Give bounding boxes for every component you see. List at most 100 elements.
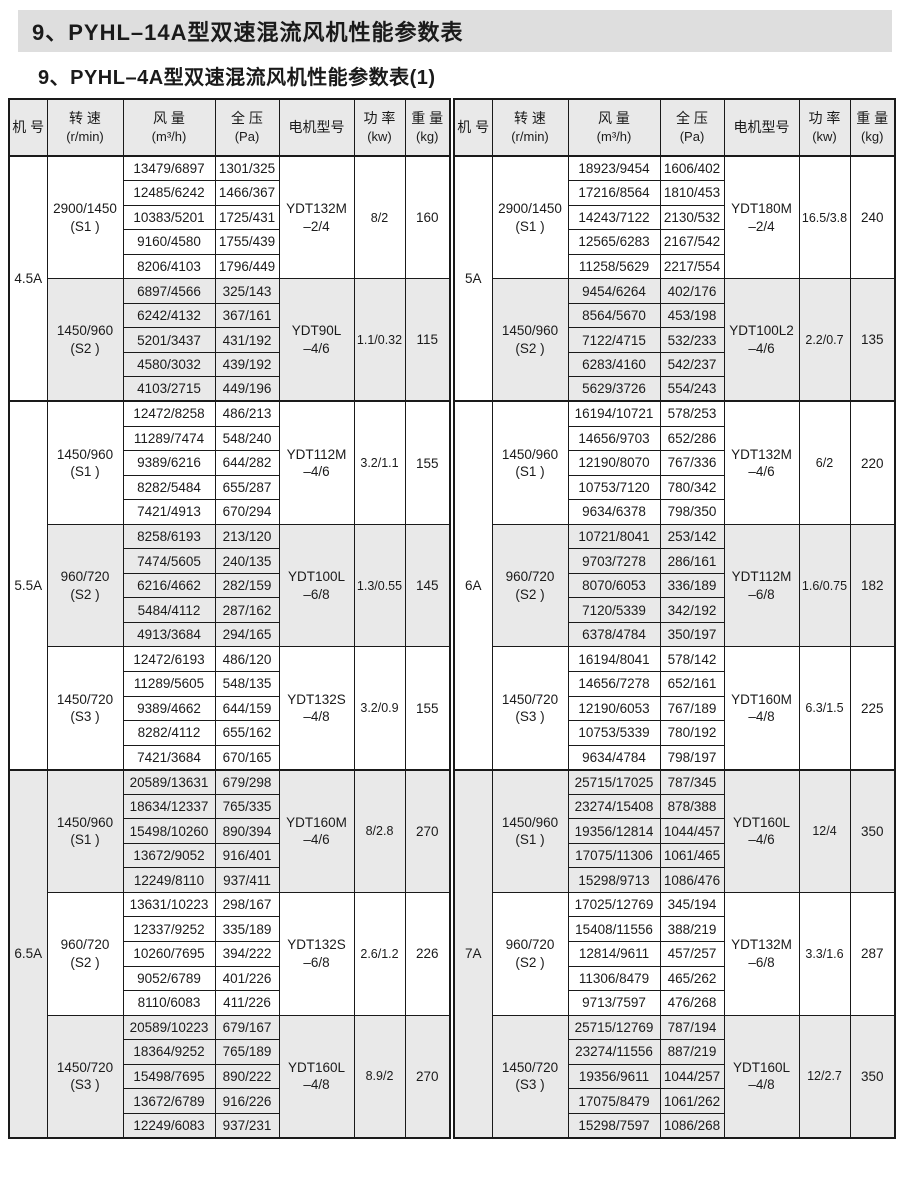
air-flow-cell: 8258/6193: [122, 523, 216, 550]
air-flow-cell: 6378/4784: [567, 621, 661, 648]
motor-model-cell: YDT132M –6/8: [723, 891, 800, 1016]
air-flow-cell: 18923/9454: [567, 155, 661, 182]
data-row: 9160/4580 1755/439: [9, 229, 450, 255]
power-cell: 3.3/1.6: [798, 891, 851, 1016]
col-header-power: 功 率 (kw): [798, 98, 851, 157]
machine-number-cell: 5.5A: [8, 400, 48, 771]
col-header-pressure: 全 压 (Pa): [659, 98, 725, 157]
speed-cell: 1450/960 (S2 ): [46, 278, 124, 402]
motor-model-cell: YDT132M –4/6: [723, 400, 800, 525]
pressure-cell: 679/167: [214, 1014, 280, 1041]
motor-model-cell: YDT160L –4/8: [278, 1014, 355, 1139]
motor-model-cell: YDT132S –4/8: [278, 646, 355, 771]
data-row: 8282/5484 655/287: [9, 474, 450, 501]
motor-model-cell: YDT160L –4/6: [723, 768, 800, 893]
pressure-cell: 457/257: [659, 941, 725, 967]
power-cell: 16.5/3.8: [798, 155, 851, 280]
air-flow-cell: 14656/9703: [567, 425, 661, 452]
speed-cell: 1450/720 (S3 ): [491, 1014, 569, 1139]
pressure-cell: 367/161: [214, 302, 280, 329]
data-row: 4.5A 2900/1450 (S1 ) 13479/6897 1301/325 YDT…: [8, 154, 451, 402]
air-flow-cell: 12190/8070: [567, 450, 661, 476]
pressure-cell: 294/165: [214, 621, 280, 648]
data-row: 6216/4662 282/159: [9, 572, 450, 599]
air-flow-cell: 12337/9252: [122, 916, 216, 942]
air-flow-cell: 10753/7120: [567, 474, 661, 501]
pressure-cell: 787/345: [659, 768, 725, 795]
data-row: 17216/8564 1810/453: [454, 180, 895, 206]
data-row: 7421/3684 670/165: [9, 744, 450, 771]
pressure-cell: 388/219: [659, 916, 725, 942]
air-flow-cell: 17075/11306: [567, 842, 661, 869]
weight-cell: 350: [849, 1014, 896, 1139]
air-flow-cell: 16194/10721: [567, 400, 661, 427]
data-row: 6242/4132 367/161: [9, 302, 450, 329]
pressure-cell: 1466/367: [214, 180, 280, 206]
speed-cell: 1450/960 (S1 ): [46, 768, 124, 893]
data-row: 23274/15408 878/388: [454, 793, 895, 820]
col-header-weight: 重 量 (kg): [849, 98, 896, 157]
air-flow-cell: 8282/4112: [122, 720, 216, 746]
power-cell: 12/4: [798, 768, 851, 893]
power-cell: 2.6/1.2: [353, 891, 406, 1016]
air-flow-cell: 9713/7597: [567, 990, 661, 1016]
air-flow-cell: 5629/3726: [567, 376, 661, 402]
pressure-cell: 887/219: [659, 1039, 725, 1065]
fan-parameters-table-right: 机 号 转 速 (r/min) 风 量 (m³/h) 全 压 (Pa) 电机型号 功 …: [453, 98, 896, 1139]
power-cell: 1.6/0.75: [798, 523, 851, 648]
col-header-weight: 重 量 (kg): [404, 98, 451, 157]
air-flow-cell: 5201/3437: [122, 327, 216, 353]
air-flow-cell: 8070/6053: [567, 572, 661, 599]
air-flow-cell: 23274/15408: [567, 793, 661, 820]
pressure-cell: 2217/554: [659, 253, 725, 280]
speed-cell: 960/720 (S2 ): [491, 523, 569, 648]
data-row: 1450/960 (S2 ) 6897/4566 325/143 YDT90L –4/…: [9, 278, 451, 402]
air-flow-cell: 17075/8479: [567, 1088, 661, 1114]
pressure-cell: 916/401: [214, 842, 280, 869]
data-row: 960/720 (S2 ) 8258/6193 213/120 YDT100L –6/…: [9, 523, 451, 648]
data-row: 13672/6789 916/226: [9, 1088, 450, 1114]
air-flow-cell: 20589/10223: [122, 1014, 216, 1041]
air-flow-cell: 8282/5484: [122, 474, 216, 501]
data-row: 4580/3032 439/192: [9, 351, 450, 378]
air-flow-cell: 11289/5605: [122, 670, 216, 697]
air-flow-cell: 17216/8564: [567, 180, 661, 206]
air-flow-cell: 9634/6378: [567, 499, 661, 525]
weight-cell: 225: [849, 646, 896, 771]
col-header-power: 功 率 (kw): [353, 98, 406, 157]
weight-cell: 270: [404, 1014, 451, 1139]
air-flow-cell: 10383/5201: [122, 204, 216, 231]
pressure-cell: 213/120: [214, 523, 280, 550]
pressure-cell: 554/243: [659, 376, 725, 402]
weight-cell: 145: [404, 523, 451, 648]
data-row: 12565/6283 2167/542: [454, 229, 895, 255]
pressure-cell: 449/196: [214, 376, 280, 402]
pressure-cell: 916/226: [214, 1088, 280, 1114]
air-flow-cell: 15408/11556: [567, 916, 661, 942]
speed-cell: 1450/960 (S2 ): [491, 278, 569, 402]
pressure-cell: 1044/457: [659, 818, 725, 844]
pressure-cell: 1301/325: [214, 155, 280, 182]
air-flow-cell: 25715/12769: [567, 1014, 661, 1041]
data-row: 17075/11306 1061/465: [454, 842, 895, 869]
air-flow-cell: 19356/9611: [567, 1063, 661, 1090]
data-row: 4103/2715 449/196: [9, 376, 450, 402]
air-flow-cell: 4580/3032: [122, 351, 216, 378]
pressure-cell: 335/189: [214, 916, 280, 942]
air-flow-cell: 15298/9713: [567, 867, 661, 893]
speed-cell: 1450/720 (S3 ): [46, 646, 124, 771]
air-flow-cell: 12472/8258: [122, 400, 216, 427]
air-flow-cell: 5484/4112: [122, 597, 216, 623]
air-flow-cell: 13479/6897: [122, 155, 216, 182]
data-row: 7A 1450/960 (S1 ) 25715/17025 787/345 YDT160…: [453, 768, 896, 1139]
air-flow-cell: 10753/5339: [567, 720, 661, 746]
air-flow-cell: 18634/12337: [122, 793, 216, 820]
weight-cell: 155: [404, 646, 451, 771]
air-flow-cell: 6283/4160: [567, 351, 661, 378]
data-row: 19356/12814 1044/457: [454, 818, 895, 844]
motor-model-cell: YDT180M –2/4: [723, 155, 800, 280]
data-row: 9713/7597 476/268: [454, 990, 895, 1016]
data-row: 12814/9611 457/257: [454, 941, 895, 967]
pressure-cell: 1606/402: [659, 155, 725, 182]
pressure-cell: 548/240: [214, 425, 280, 452]
